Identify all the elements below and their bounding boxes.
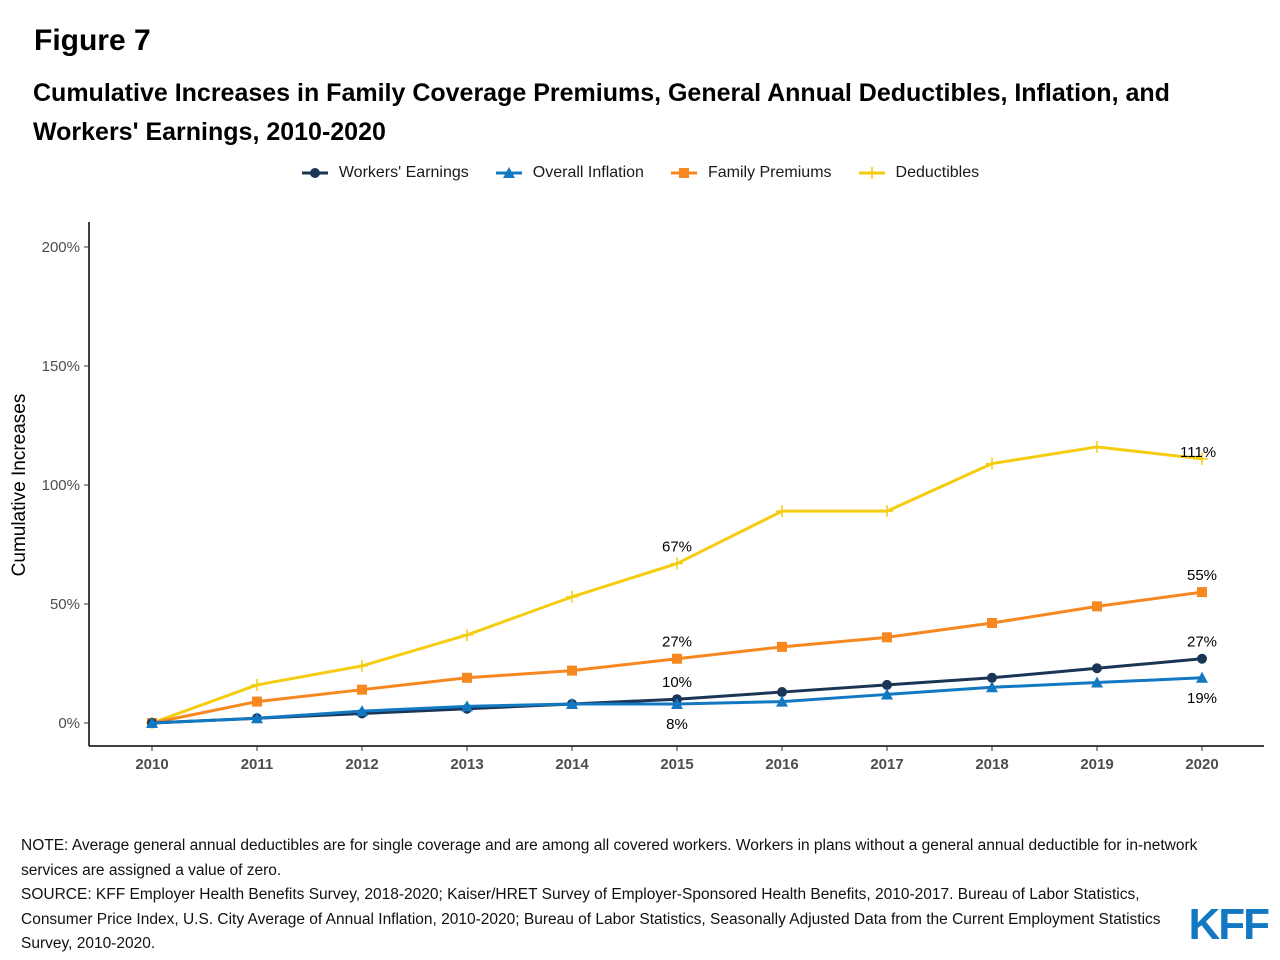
x-tick-label: 2020: [1185, 756, 1218, 773]
x-tick-label: 2012: [345, 756, 378, 773]
data-point-deductibles: [566, 590, 578, 603]
legend-item-family-premiums: Family Premiums: [670, 164, 832, 182]
y-tick-label: 50%: [50, 596, 80, 613]
data-label: 27%: [1187, 634, 1217, 651]
legend-item-deductibles: Deductibles: [858, 164, 980, 182]
data-point-family-premiums: [252, 696, 262, 707]
data-point-overall-inflation: [986, 681, 998, 693]
data-point-deductibles: [776, 505, 788, 518]
data-label: 67%: [662, 539, 692, 556]
legend: Workers' Earnings Overall Inflation Family…: [0, 164, 1280, 182]
line-chart: 0% 50% 100% 150% 200% 2010 2011 2012 2013 2014 201…: [9, 222, 1264, 773]
legend-label: Overall Inflation: [532, 164, 644, 181]
x-tick-label: 2016: [765, 756, 798, 773]
note-text: NOTE: Average general annual deductibles…: [21, 837, 1198, 879]
data-point-deductibles: [986, 457, 998, 470]
data-label: 10%: [662, 674, 692, 691]
data-point-family-premiums: [1092, 601, 1102, 612]
data-point-family-premiums: [777, 641, 787, 652]
data-point-overall-inflation: [356, 705, 368, 717]
data-point-workers-earnings: [777, 687, 787, 698]
source-text: SOURCE: KFF Employer Health Benefits Sur…: [21, 886, 1161, 952]
data-point-overall-inflation: [1196, 671, 1208, 683]
legend-item-workers-earnings: Workers' Earnings: [301, 164, 469, 182]
data-point-family-premiums: [357, 684, 367, 695]
data-point-family-premiums: [1197, 587, 1207, 598]
data-label: 55%: [1187, 567, 1217, 584]
data-point-overall-inflation: [251, 712, 263, 724]
x-tick-label: 2014: [555, 756, 589, 773]
data-point-workers-earnings: [987, 672, 997, 683]
data-point-deductibles: [1196, 452, 1208, 465]
data-point-family-premiums: [567, 665, 577, 676]
x-tick-label: 2017: [870, 756, 903, 773]
data-label: 111%: [1180, 444, 1216, 461]
kff-logo: KFF: [1188, 900, 1270, 949]
y-tick-label: 150%: [42, 358, 80, 375]
x-tick-label: 2010: [135, 756, 168, 773]
legend-swatch: [670, 168, 697, 178]
figure-label: Figure 7: [34, 24, 151, 57]
data-point-overall-inflation: [461, 700, 473, 712]
legend-label: Deductibles: [895, 164, 980, 181]
y-tick-label: 0%: [58, 715, 80, 732]
data-point-overall-inflation: [776, 695, 788, 707]
data-point-workers-earnings: [1092, 663, 1102, 674]
legend-label: Family Premiums: [707, 164, 832, 181]
data-point-deductibles: [1091, 440, 1103, 453]
legend-swatch: [495, 167, 522, 178]
data-point-deductibles: [251, 678, 263, 691]
data-point-family-premiums: [987, 618, 997, 629]
data-point-deductibles: [671, 557, 683, 570]
data-point-overall-inflation: [566, 697, 578, 709]
data-label: 19%: [1187, 690, 1217, 707]
x-tick-label: 2018: [975, 756, 1008, 773]
data-point-family-premiums: [882, 632, 892, 643]
data-point-workers-earnings: [882, 679, 892, 690]
chart-notes: NOTE: Average general annual deductibles…: [21, 834, 1211, 957]
legend-item-overall-inflation: Overall Inflation: [495, 164, 644, 182]
x-tick-label: 2013: [450, 756, 483, 773]
data-point-deductibles: [881, 505, 893, 518]
y-tick-label: 200%: [42, 239, 80, 256]
data-label: 27%: [662, 634, 692, 651]
data-point-overall-inflation: [671, 697, 683, 709]
y-tick-label: 100%: [42, 477, 80, 494]
data-point-overall-inflation: [1091, 676, 1103, 688]
x-tick-label: 2015: [660, 756, 693, 773]
legend-label: Workers' Earnings: [338, 164, 469, 181]
x-tick-label: 2019: [1080, 756, 1113, 773]
data-point-overall-inflation: [146, 717, 158, 728]
y-axis-title: Cumulative Increases: [9, 394, 30, 577]
data-point-workers-earnings: [1197, 653, 1207, 664]
legend-swatch: [301, 168, 328, 178]
data-point-deductibles: [461, 628, 473, 641]
legend-swatch: [858, 167, 885, 179]
data-point-family-premiums: [672, 653, 682, 664]
data-label: 8%: [666, 716, 688, 733]
chart-title: Cumulative Increases in Family Coverage …: [33, 79, 1170, 146]
data-point-deductibles: [356, 659, 368, 672]
data-point-family-premiums: [462, 672, 472, 683]
data-point-overall-inflation: [881, 688, 893, 700]
x-tick-label: 2011: [241, 756, 274, 773]
